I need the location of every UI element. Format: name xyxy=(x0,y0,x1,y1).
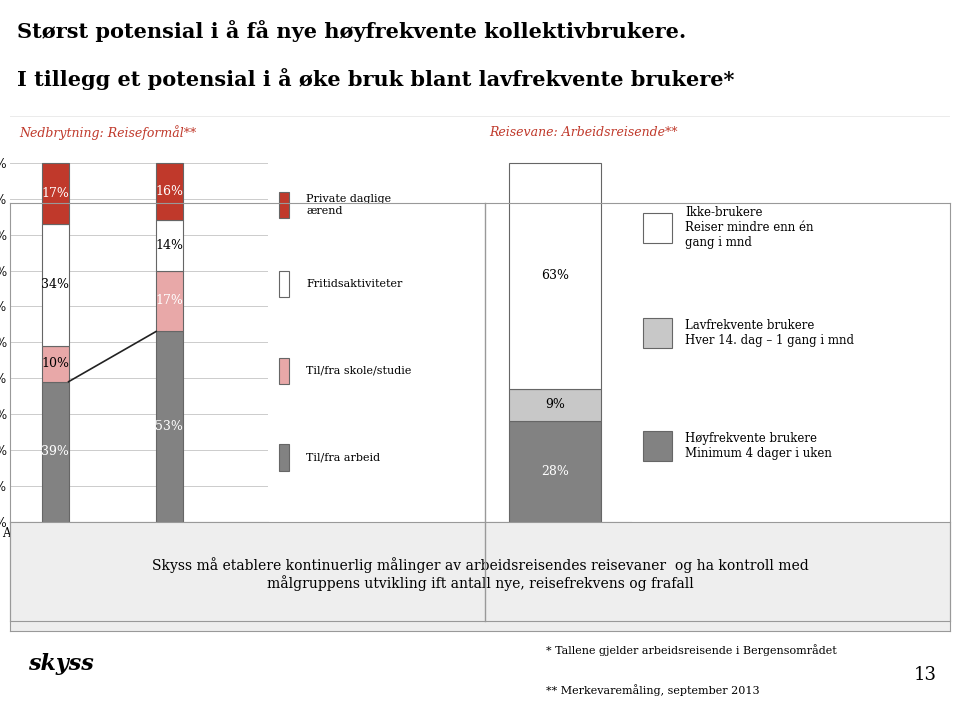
Text: 16%: 16% xyxy=(156,185,183,198)
Bar xyxy=(42,346,68,382)
Text: Ikke-brukere
Reiser mindre enn én
gang i mnd: Ikke-brukere Reiser mindre enn én gang i… xyxy=(684,206,813,249)
Text: 14%: 14% xyxy=(156,239,183,252)
Text: Skyss må etablere kontinuerlig målinger av arbeidsreisendes reisevaner  og ha ko: Skyss må etablere kontinuerlig målinger … xyxy=(152,557,808,591)
Text: Størst potensial i å få nye høyfrekvente kollektivbrukere.: Størst potensial i å få nye høyfrekvente… xyxy=(17,20,686,41)
Text: 10%: 10% xyxy=(41,357,69,370)
Text: 9%: 9% xyxy=(545,399,565,412)
Bar xyxy=(156,271,182,332)
Text: ** Merkevaremåling, september 2013: ** Merkevaremåling, september 2013 xyxy=(546,685,759,696)
FancyBboxPatch shape xyxy=(643,213,672,243)
Text: skyss: skyss xyxy=(29,653,94,675)
Bar xyxy=(42,224,68,346)
FancyBboxPatch shape xyxy=(279,271,289,298)
Text: Private daglige
ærend: Private daglige ærend xyxy=(306,195,392,216)
Text: 63%: 63% xyxy=(541,269,569,282)
FancyBboxPatch shape xyxy=(279,444,289,470)
Bar xyxy=(156,220,182,271)
Text: Nedbrytning: Reiseformål**: Nedbrytning: Reiseformål** xyxy=(19,125,196,139)
Text: Til/fra skole/studie: Til/fra skole/studie xyxy=(306,366,412,376)
Bar xyxy=(509,163,601,389)
FancyBboxPatch shape xyxy=(279,358,289,384)
Text: 17%: 17% xyxy=(41,187,69,200)
Text: 34%: 34% xyxy=(41,278,69,291)
Text: Reisevane: Arbeidsreisende**: Reisevane: Arbeidsreisende** xyxy=(490,126,678,139)
Text: 13: 13 xyxy=(913,666,936,684)
FancyBboxPatch shape xyxy=(279,192,289,219)
Bar xyxy=(156,332,182,521)
Text: 17%: 17% xyxy=(156,295,183,308)
Text: 53%: 53% xyxy=(156,420,183,433)
Text: I tillegg et potensial i å øke bruk blant lavfrekvente brukere*: I tillegg et potensial i å øke bruk blan… xyxy=(17,68,734,89)
Bar xyxy=(509,389,601,421)
Bar xyxy=(156,163,182,220)
Text: Fritidsaktiviteter: Fritidsaktiviteter xyxy=(306,280,403,290)
Text: 28%: 28% xyxy=(541,465,569,478)
Text: 39%: 39% xyxy=(41,445,69,458)
Bar xyxy=(509,421,601,521)
Text: Lavfrekvente brukere
Hver 14. dag – 1 gang i mnd: Lavfrekvente brukere Hver 14. dag – 1 ga… xyxy=(684,319,853,347)
FancyBboxPatch shape xyxy=(643,431,672,461)
Text: Til/fra arbeid: Til/fra arbeid xyxy=(306,452,380,462)
Bar xyxy=(42,163,68,224)
Text: Høyfrekvente brukere
Minimum 4 dager i uken: Høyfrekvente brukere Minimum 4 dager i u… xyxy=(684,432,831,460)
FancyBboxPatch shape xyxy=(643,318,672,348)
Text: * Tallene gjelder arbeidsreisende i Bergensområdet: * Tallene gjelder arbeidsreisende i Berg… xyxy=(546,644,836,656)
Bar xyxy=(42,382,68,521)
